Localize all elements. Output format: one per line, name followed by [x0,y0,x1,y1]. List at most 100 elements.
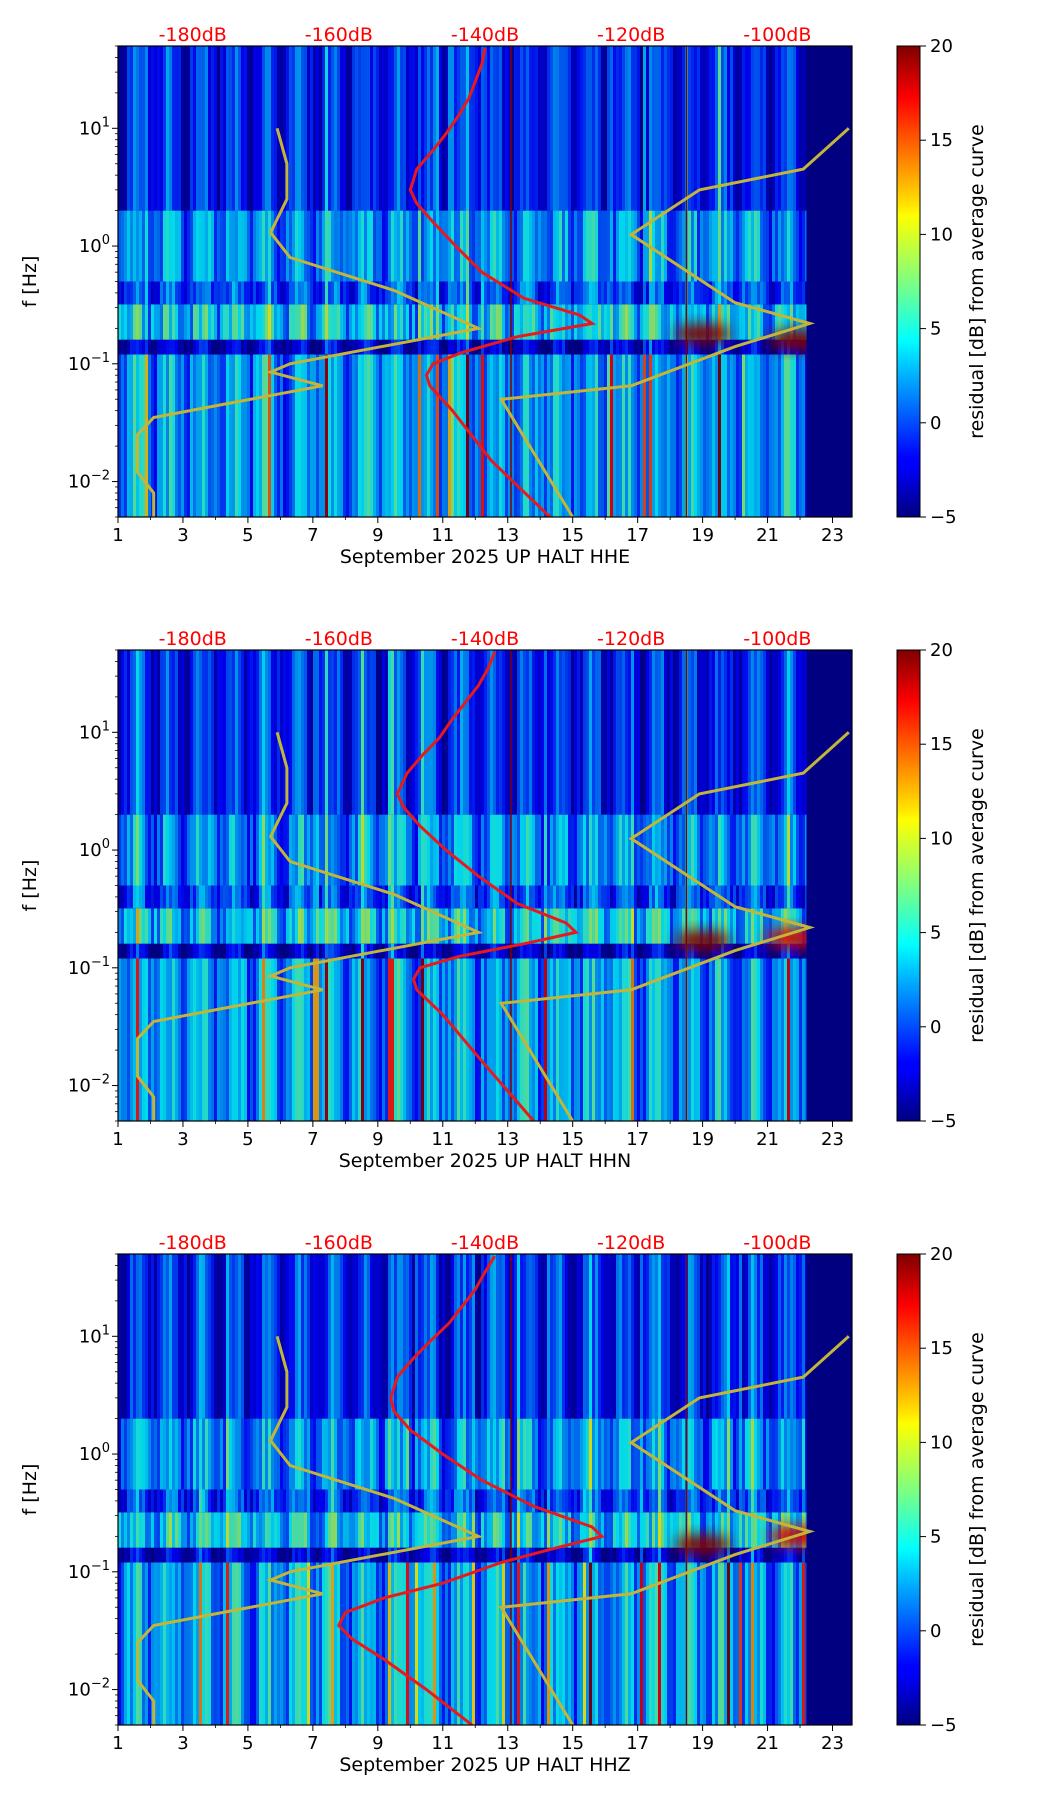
heatmap-cell [664,958,667,1121]
heatmap-cell [148,1418,151,1490]
heatmap-cell [742,1562,745,1725]
heatmap-cell [184,958,187,1121]
heatmap-cell [661,339,664,355]
heatmap-cell [610,1418,613,1490]
heatmap-cell [640,354,643,517]
heatmap-cell [589,354,592,517]
heatmap-cell [541,1547,544,1563]
heatmap-cell [637,354,640,517]
heatmap-cell [415,304,418,340]
heatmap-cell [418,943,421,959]
heatmap-cell [619,1489,622,1513]
heatmap-cell [382,1512,385,1548]
heatmap-cell [778,885,781,909]
heatmap-cell [631,1512,634,1548]
heatmap-cell [787,1547,790,1563]
heatmap-cell [484,1512,487,1548]
heatmap-cell [547,1489,550,1513]
heatmap-cell [805,1254,808,1419]
heatmap-cell [166,958,169,1121]
heatmap-cell [373,1562,376,1725]
heatmap-cell [340,304,343,340]
heatmap-cell [427,1547,430,1563]
heatmap-cell [247,1489,250,1513]
heatmap-cell [373,304,376,340]
heatmap-cell [787,1489,790,1513]
heatmap-cell [670,1512,673,1548]
heatmap-cell [589,1512,592,1548]
heatmap-cell [682,1547,685,1563]
heatmap-cell [499,281,502,305]
heatmap-cell [151,1489,154,1513]
heatmap-cell [550,304,553,340]
heatmap-cell [244,1489,247,1513]
heatmap-cell [415,1418,418,1490]
heatmap-cell [598,943,601,959]
heatmap-cell [547,1512,550,1548]
heatmap-cell [760,908,763,944]
heatmap-cell [325,1512,328,1548]
heatmap-cell [607,339,610,355]
heatmap-cell [661,1489,664,1513]
heatmap-cell [307,885,310,909]
heatmap-cell [544,1547,547,1563]
heatmap-cell [583,304,586,340]
heatmap-cell [385,1562,388,1725]
heatmap-cell [376,1512,379,1548]
heatmap-cell [592,650,595,815]
heatmap-cell [469,1512,472,1548]
heatmap-cell [553,814,556,886]
heatmap-cell [130,1254,133,1419]
heatmap-cell [457,885,460,909]
heatmap-cell [562,1489,565,1513]
heatmap-cell [334,304,337,340]
heatmap-cell [388,281,391,305]
heatmap-cell [694,304,697,340]
heatmap-cell [166,1512,169,1548]
heatmap-cell [352,339,355,355]
heatmap-cell [157,1254,160,1419]
heatmap-cell [664,1418,667,1490]
heatmap-cell [496,814,499,886]
heatmap-cell [796,1547,799,1563]
heatmap-cell [388,1562,391,1725]
heatmap-cell [409,210,412,282]
heatmap-cell [118,1254,121,1419]
heatmap-cell [688,650,691,815]
heatmap-cell [514,46,517,211]
heatmap-cell [277,943,280,959]
heatmap-cell [415,1512,418,1548]
heatmap-cell [409,281,412,305]
heatmap-cell [430,354,433,517]
heatmap-cell [658,304,661,340]
heatmap-cell [295,1489,298,1513]
heatmap-cell [763,1547,766,1563]
heatmap-cell [754,46,757,211]
heatmap-cell [472,885,475,909]
heatmap-cell [154,908,157,944]
heatmap-cell [313,1254,316,1419]
heatmap-cell [337,958,340,1121]
heatmap-cell [682,908,685,944]
heatmap-cell [274,354,277,517]
heatmap-cell [229,210,232,282]
heatmap-cell [127,46,130,211]
heatmap-cell [634,908,637,944]
heatmap-cell [253,885,256,909]
heatmap-cell [481,1489,484,1513]
heatmap-cell [571,814,574,886]
heatmap-cell [667,908,670,944]
heatmap-cell [553,885,556,909]
heatmap-cell [211,339,214,355]
heatmap-cell [802,46,805,211]
heatmap-cell [661,1418,664,1490]
heatmap-cell [682,339,685,355]
heatmap-cell [346,1547,349,1563]
heatmap-cell [562,650,565,815]
y-tick-label: 100 [79,233,110,257]
heatmap-cell [241,958,244,1121]
heatmap-cell [127,650,130,815]
heatmap-cell [175,1418,178,1490]
heatmap-cell [559,304,562,340]
heatmap-cell [133,814,136,886]
